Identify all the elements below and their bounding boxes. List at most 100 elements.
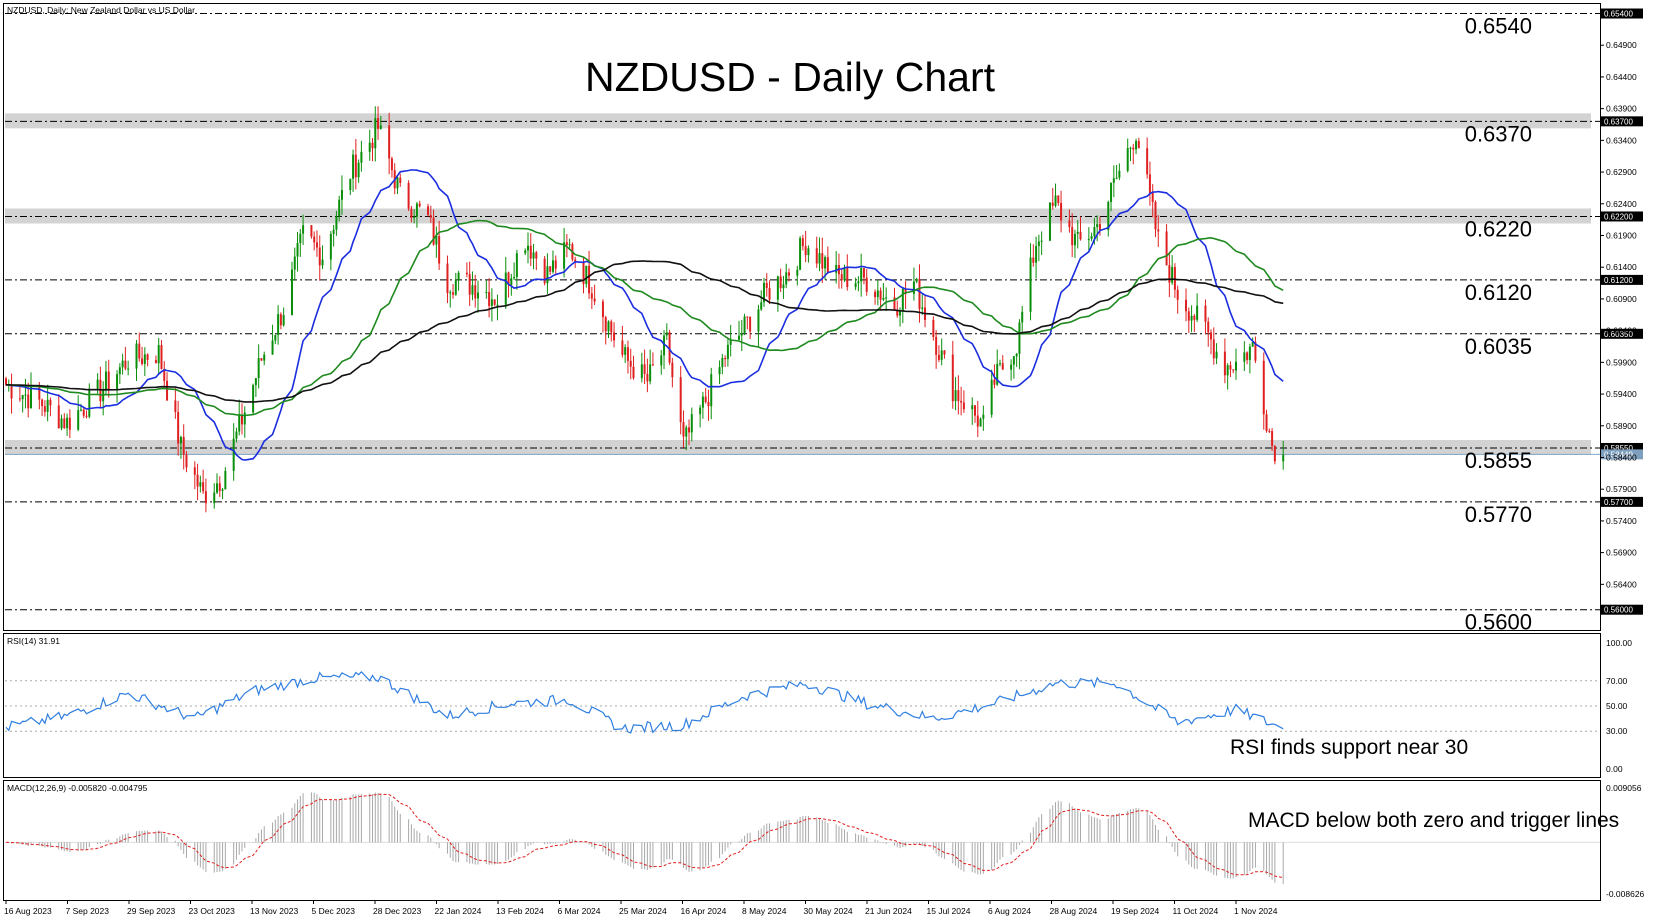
candle-body bbox=[124, 360, 127, 369]
candle-body bbox=[1235, 361, 1237, 371]
candle-body bbox=[57, 405, 60, 429]
candle-body bbox=[1251, 341, 1254, 347]
rsi-axis-label: 0.00 bbox=[1606, 764, 1623, 774]
candle-body bbox=[199, 482, 202, 487]
price-tag-0.5600 bbox=[1601, 604, 1643, 615]
candle-body bbox=[818, 253, 821, 264]
date-axis: 16 Aug 2023 7 Sep 2023 29 Sep 2023 23 Oct 2… bbox=[4, 900, 1278, 916]
macd-panel-header: MACD(12,26,9) -0.005820 -0.004795 bbox=[7, 783, 148, 793]
price-tag-text-0.6370: 0.63700 bbox=[1604, 117, 1633, 126]
candle-body bbox=[768, 288, 771, 300]
candle-body bbox=[274, 334, 277, 341]
candle-body bbox=[607, 321, 610, 332]
candle-body bbox=[263, 354, 266, 361]
candle-body bbox=[157, 345, 160, 364]
price-tag-text-0.5855: 0.58550 bbox=[1604, 444, 1633, 453]
candle-body bbox=[588, 265, 591, 294]
candle-body bbox=[1226, 365, 1229, 376]
candle-body bbox=[1254, 341, 1257, 361]
level-label-0.6035: 0.6035 bbox=[1465, 334, 1532, 359]
candle-body bbox=[826, 257, 829, 273]
candle-body bbox=[96, 379, 99, 389]
candle-body bbox=[202, 482, 205, 492]
candle-body bbox=[504, 272, 507, 305]
candle-body bbox=[1190, 315, 1193, 321]
candle-body bbox=[360, 151, 363, 163]
candle-body bbox=[388, 125, 391, 159]
price-axis-label: 0.59400 bbox=[1606, 389, 1637, 399]
candle-body bbox=[649, 364, 652, 382]
candle-body bbox=[154, 359, 157, 364]
candle-body bbox=[177, 412, 180, 444]
candle-body bbox=[998, 363, 1001, 365]
candle-body bbox=[882, 297, 885, 300]
candle-body bbox=[779, 276, 782, 289]
date-label: 21 Jun 2024 bbox=[865, 906, 912, 916]
candle-body bbox=[632, 366, 635, 379]
candle-body bbox=[915, 278, 918, 282]
candle-body bbox=[1271, 431, 1274, 446]
rsi-axis-label: 70.00 bbox=[1606, 676, 1628, 686]
candle-body bbox=[141, 358, 144, 364]
candle-body bbox=[390, 158, 393, 171]
candle-body bbox=[213, 492, 216, 504]
candle-body bbox=[1073, 233, 1076, 246]
candle-body bbox=[1151, 192, 1154, 202]
candle-body bbox=[1068, 220, 1071, 228]
candle-body bbox=[688, 427, 691, 433]
candle-body bbox=[1176, 289, 1179, 300]
rsi-panel-frame bbox=[3, 633, 1601, 778]
candle-body bbox=[146, 354, 149, 360]
rsi-axis: 100.00 70.00 50.00 30.00 0.00 bbox=[1606, 638, 1632, 774]
candle-body bbox=[418, 203, 421, 207]
candle-body bbox=[1215, 351, 1218, 359]
candle-body bbox=[640, 364, 643, 379]
candle-body bbox=[743, 316, 746, 334]
candle-body bbox=[1018, 322, 1021, 354]
candle-body bbox=[77, 410, 80, 430]
candle-body bbox=[21, 394, 24, 400]
candle-body bbox=[840, 274, 843, 281]
date-label: 13 Nov 2023 bbox=[250, 906, 298, 916]
candle-body bbox=[1076, 231, 1079, 234]
candle-body bbox=[1185, 299, 1188, 312]
candle-body bbox=[332, 229, 335, 234]
candle-body bbox=[302, 225, 305, 234]
rsi-annotation: RSI finds support near 30 bbox=[1230, 736, 1468, 759]
candle-body bbox=[107, 371, 110, 391]
candle-body bbox=[138, 343, 141, 359]
price-tag-0.6120 bbox=[1601, 274, 1643, 285]
zone-0.6370 bbox=[5, 113, 1591, 129]
candle-body bbox=[121, 360, 124, 368]
candle-body bbox=[876, 290, 879, 298]
macd-panel-frame bbox=[3, 780, 1601, 901]
price-axis-label: 0.57400 bbox=[1606, 516, 1637, 526]
candle-body bbox=[721, 358, 724, 368]
candle-body bbox=[438, 236, 441, 264]
candle-body bbox=[785, 272, 788, 285]
candle-body bbox=[1157, 229, 1160, 232]
candle-body bbox=[235, 431, 238, 439]
candle-body bbox=[413, 216, 416, 218]
candle-body bbox=[18, 398, 21, 400]
candle-body bbox=[104, 371, 107, 390]
candle-body bbox=[746, 316, 749, 318]
candle-body bbox=[554, 260, 557, 269]
candle-body bbox=[940, 350, 943, 360]
price-axis-label: 0.57900 bbox=[1606, 484, 1637, 494]
price-tag-text-0.6035: 0.60350 bbox=[1604, 330, 1633, 339]
candle-body bbox=[738, 335, 741, 340]
candle-body bbox=[807, 248, 810, 256]
date-label: 30 May 2024 bbox=[804, 906, 853, 916]
candle-body bbox=[277, 314, 280, 335]
candle-body bbox=[704, 396, 707, 403]
candle-body bbox=[671, 362, 674, 378]
price-axis-label: 0.60900 bbox=[1606, 294, 1637, 304]
candle-body bbox=[646, 373, 649, 382]
candle-body bbox=[116, 374, 119, 391]
candle-body bbox=[1165, 231, 1168, 266]
date-label: 16 Aug 2023 bbox=[4, 906, 52, 916]
candle-body bbox=[551, 260, 554, 272]
candle-body bbox=[951, 354, 954, 402]
candle-body bbox=[452, 292, 455, 295]
